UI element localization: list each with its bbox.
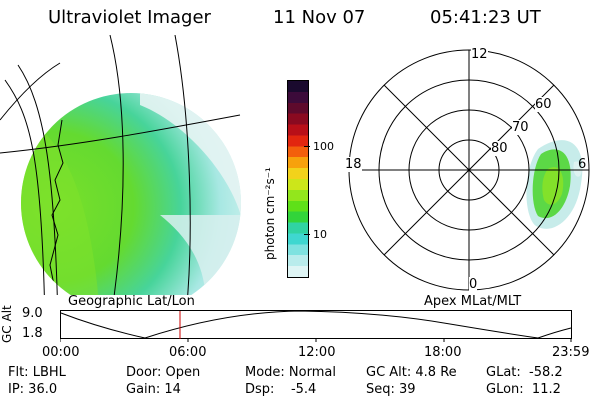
altitude-plot xyxy=(60,310,572,342)
time-label: 05:41:23 UT xyxy=(430,7,541,28)
mlt-label-0: 0 xyxy=(469,277,478,292)
alt-xtick-1800: 18:00 xyxy=(424,345,462,360)
alt-ytick-top: 9.0 xyxy=(22,306,43,321)
polar-plot xyxy=(348,49,590,291)
flt-value: Flt: LBHL xyxy=(8,365,66,380)
alt-xtick-2359: 23:59 xyxy=(552,345,590,360)
instrument-title: Ultraviolet Imager xyxy=(48,7,211,28)
date-label: 11 Nov 07 xyxy=(273,7,366,28)
colorbar-tick-100 xyxy=(304,146,310,147)
dsp-value: Dsp: -5.4 xyxy=(245,382,317,397)
gain-value: Gain: 14 xyxy=(126,382,181,397)
glat-value: GLat: -58.2 xyxy=(486,365,563,380)
alt-ytick-bottom: 1.8 xyxy=(22,326,43,341)
colorbar-label-10: 10 xyxy=(313,228,327,241)
geographic-label: Geographic Lat/Lon xyxy=(68,294,195,309)
mlat-label-80: 80 xyxy=(491,141,508,156)
alt-xtick-1200: 12:00 xyxy=(298,345,336,360)
colorbar-unit-label: photon cm⁻²s⁻¹ xyxy=(263,167,277,260)
mlat-label-70: 70 xyxy=(512,120,529,135)
mlt-label-18: 18 xyxy=(345,157,362,172)
mlat-label-60: 60 xyxy=(535,97,552,112)
alt-xtick-0000: 00:00 xyxy=(42,345,80,360)
alt-xtick-0600: 06:00 xyxy=(169,345,207,360)
mode-value: Mode: Normal xyxy=(245,365,336,380)
colorbar xyxy=(287,80,309,278)
colorbar-label-100: 100 xyxy=(313,140,334,153)
gc-alt-value: GC Alt: 4.8 Re xyxy=(366,365,457,380)
seq-value: Seq: 39 xyxy=(366,382,416,397)
door-value: Door: Open xyxy=(126,365,201,380)
mlt-label-6: 6 xyxy=(578,157,587,172)
geographic-image xyxy=(0,35,241,295)
ip-value: IP: 36.0 xyxy=(8,382,58,397)
glon-value: GLon: 11.2 xyxy=(486,382,561,397)
mlt-label-12: 12 xyxy=(471,47,488,62)
apex-label: Apex MLat/MLT xyxy=(424,294,522,309)
colorbar-tick-10 xyxy=(304,234,310,235)
alt-ylabel: GC Alt xyxy=(0,305,14,343)
